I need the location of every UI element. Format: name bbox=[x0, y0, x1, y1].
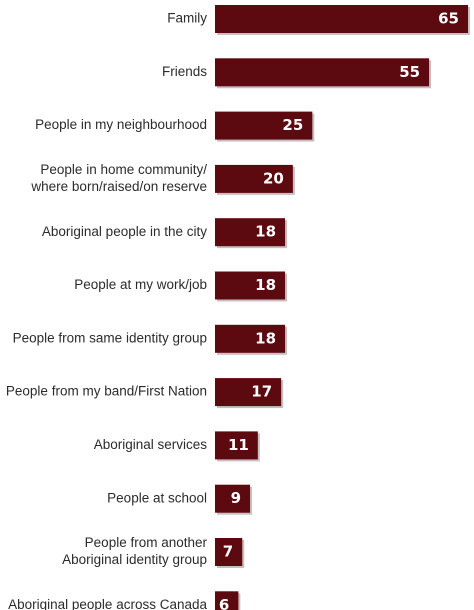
category-label: People from my band/First Nation bbox=[6, 384, 207, 399]
category-labels-group: Family Friends People in my neighbourhood P… bbox=[6, 11, 208, 610]
category-label-line: People from another bbox=[85, 535, 208, 550]
bar bbox=[215, 378, 282, 407]
category-label: Aboriginal services bbox=[94, 437, 208, 452]
bar bbox=[215, 111, 313, 140]
bar bbox=[215, 164, 293, 193]
category-label: People in home community/where born/rais… bbox=[30, 162, 207, 194]
value-labels-group: 65 55 25 20 18 18 18 17 11 9 7 6 bbox=[219, 10, 459, 610]
category-label: Friends bbox=[162, 64, 207, 79]
category-label-line: Friends bbox=[162, 64, 207, 79]
value-label: 7 bbox=[223, 543, 233, 561]
bar bbox=[215, 484, 251, 513]
category-label-line: People in my neighbourhood bbox=[35, 117, 207, 132]
value-label: 20 bbox=[263, 169, 284, 187]
category-label-line: People in home community/ bbox=[40, 162, 207, 177]
category-label-line: Aboriginal services bbox=[94, 437, 208, 452]
category-label: People at school bbox=[107, 490, 207, 505]
value-label: 9 bbox=[231, 489, 241, 507]
bar bbox=[215, 218, 286, 247]
bar bbox=[215, 591, 239, 610]
bar bbox=[215, 538, 243, 566]
category-label-line: Family bbox=[167, 11, 207, 26]
category-label-line: People at school bbox=[107, 490, 207, 505]
category-label-line: People at my work/job bbox=[74, 277, 207, 292]
value-label: 6 bbox=[219, 596, 229, 610]
category-label: Aboriginal people across Canada bbox=[8, 597, 207, 610]
category-label: People in my neighbourhood bbox=[35, 117, 207, 132]
bar bbox=[215, 271, 286, 300]
category-label-line: People from my band/First Nation bbox=[6, 384, 207, 399]
value-label: 18 bbox=[255, 329, 276, 347]
value-label: 17 bbox=[251, 383, 272, 401]
value-label: 18 bbox=[255, 223, 276, 241]
value-label: 25 bbox=[282, 116, 303, 134]
category-label: Aboriginal people in the city bbox=[42, 224, 207, 239]
category-label-line: Aboriginal identity group bbox=[62, 552, 207, 567]
bar bbox=[215, 431, 258, 460]
value-label: 11 bbox=[228, 436, 249, 454]
value-label: 18 bbox=[255, 276, 276, 294]
bar bbox=[215, 5, 468, 33]
bar bbox=[215, 324, 286, 353]
bars-group bbox=[215, 5, 470, 610]
category-label-line: Aboriginal people across Canada bbox=[8, 597, 207, 610]
category-label-line: Aboriginal people in the city bbox=[42, 224, 207, 239]
category-label: People from same identity group bbox=[13, 330, 207, 345]
value-label: 65 bbox=[438, 10, 459, 28]
category-label-line: People from same identity group bbox=[13, 330, 207, 345]
value-label: 55 bbox=[399, 63, 420, 81]
category-label-line: where born/raised/on reserve bbox=[30, 179, 207, 194]
category-label: Family bbox=[167, 11, 207, 26]
bar bbox=[215, 58, 430, 87]
category-label: People from another Aboriginal identity g… bbox=[62, 535, 207, 567]
category-label: People at my work/job bbox=[74, 277, 207, 292]
